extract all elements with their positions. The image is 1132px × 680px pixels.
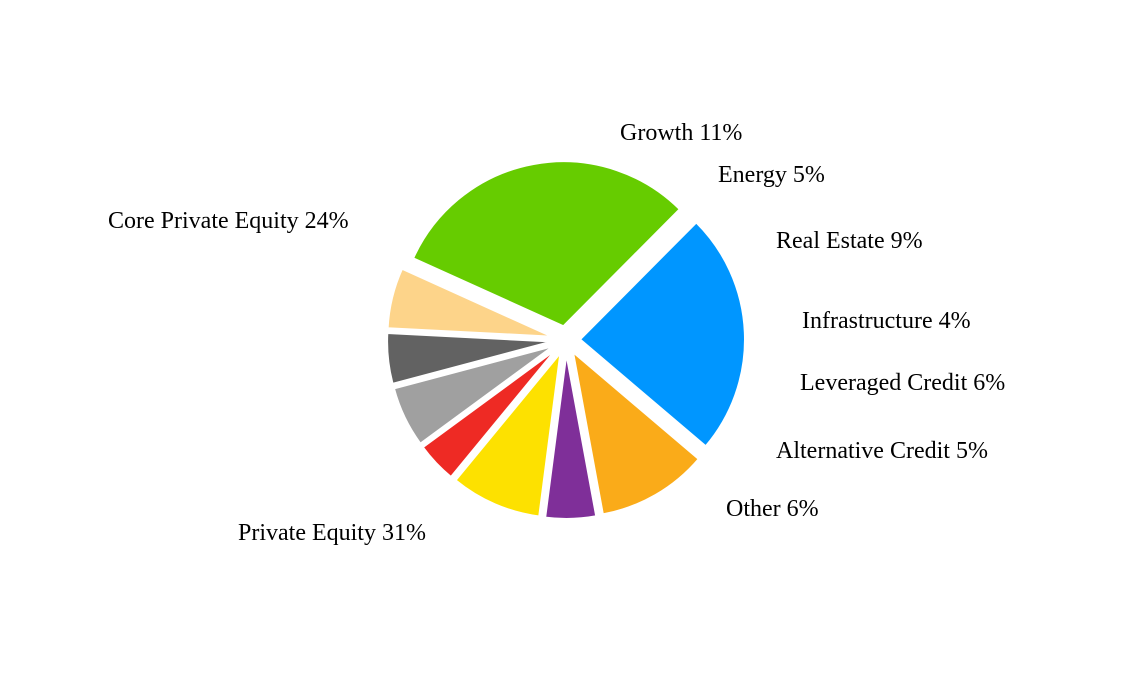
pie-slice-growth (571, 349, 701, 516)
pie-slice-private-equity (411, 160, 682, 328)
pie-labels: Private Equity 31% Core Private Equity 2… (108, 120, 1005, 546)
slice-label-other: Other 6% (726, 496, 819, 522)
slice-label-real-estate: Real Estate 9% (776, 228, 923, 254)
pie-slice-leveraged-credit (392, 345, 554, 446)
pie-slices (386, 160, 746, 520)
pie-slice-alternative-credit (386, 331, 553, 386)
pie-slice-core-private-equity (578, 220, 746, 448)
slice-label-alternative-credit: Alternative Credit 5% (776, 438, 988, 464)
pie-slice-infrastructure (421, 348, 557, 479)
pie-slice-energy (544, 353, 598, 520)
slice-label-energy: Energy 5% (718, 162, 825, 188)
slice-label-core-private-equity: Core Private Equity 24% (108, 208, 349, 234)
slice-label-private-equity: Private Equity 31% (238, 520, 426, 546)
pie-slice-other (386, 267, 553, 338)
slice-label-infrastructure: Infrastructure 4% (802, 308, 971, 334)
slice-label-leveraged-credit: Leveraged Credit 6% (800, 370, 1005, 396)
pie-slice-real-estate (454, 349, 562, 518)
slice-label-growth: Growth 11% (620, 120, 742, 146)
